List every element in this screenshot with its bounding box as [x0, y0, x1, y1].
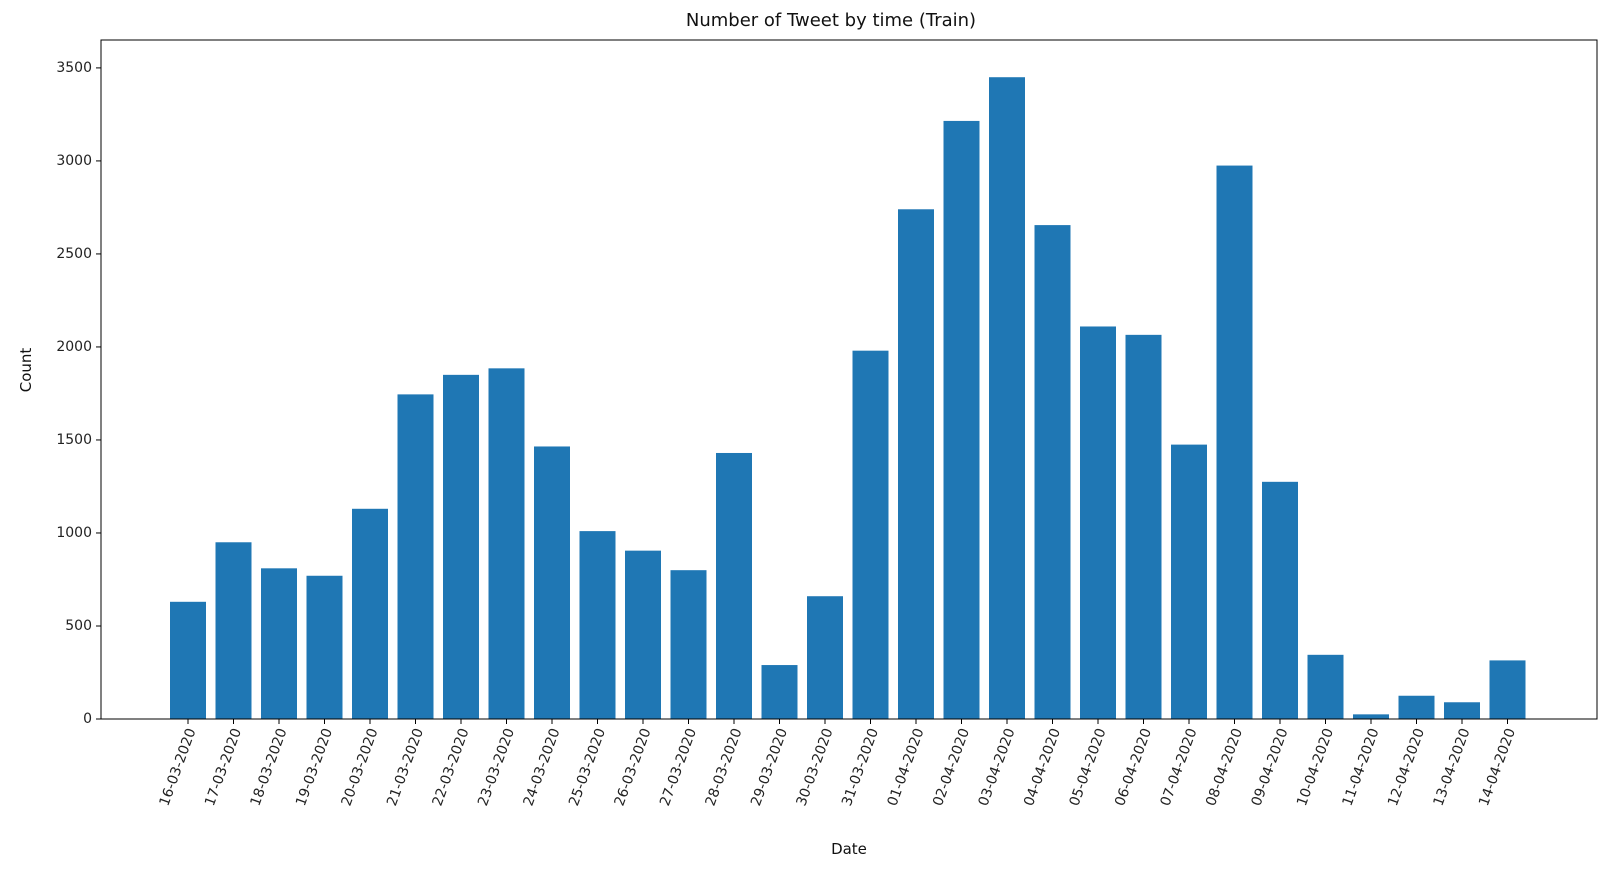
bar-14-04-2020 [1489, 660, 1526, 719]
x-tick-label: 22-03-2020 [430, 726, 473, 808]
bar-07-04-2020 [1171, 444, 1207, 719]
bar-10-04-2020 [1307, 654, 1344, 719]
bar-05-04-2020 [1080, 326, 1116, 719]
bar-02-04-2020 [943, 120, 980, 720]
x-tick-label: 08-04-2020 [1203, 726, 1246, 808]
x-tick-label: 06-04-2020 [1112, 726, 1155, 808]
bar-24-03-2020 [534, 446, 570, 719]
bar-27-03-2020 [670, 570, 707, 719]
bar-13-04-2020 [1444, 702, 1480, 719]
y-tick-label: 0 [83, 711, 92, 727]
bar-25-03-2020 [579, 531, 616, 719]
x-tick-label: 21-03-2020 [384, 726, 427, 808]
x-tick-label: 23-03-2020 [475, 726, 518, 808]
bar-20-03-2020 [352, 508, 388, 719]
x-tick-label: 18-03-2020 [248, 726, 291, 808]
x-tick-label: 13-04-2020 [1431, 726, 1474, 808]
bar-11-04-2020 [1353, 714, 1389, 719]
x-tick-label: 28-03-2020 [703, 726, 746, 808]
bar-08-04-2020 [1216, 165, 1253, 719]
x-tick-label: 09-04-2020 [1249, 726, 1292, 808]
bar-22-03-2020 [443, 374, 479, 719]
x-tick-label: 01-04-2020 [885, 726, 928, 808]
bar-23-03-2020 [488, 368, 525, 719]
bar-01-04-2020 [898, 209, 934, 719]
bar-16-03-2020 [170, 601, 206, 719]
x-axis-title: Date [831, 840, 867, 858]
x-tick-label: 24-03-2020 [521, 726, 564, 808]
x-tick-label: 02-04-2020 [930, 726, 973, 808]
x-tick-label: 27-03-2020 [657, 726, 700, 808]
y-axis-title: Count [17, 348, 35, 393]
x-tick-label: 14-04-2020 [1476, 726, 1519, 808]
x-tick-label: 12-04-2020 [1385, 726, 1428, 808]
x-tick-label: 25-03-2020 [566, 726, 609, 808]
bar-06-04-2020 [1125, 334, 1162, 719]
bars-group [170, 77, 1526, 720]
bar-12-04-2020 [1398, 695, 1435, 719]
x-tick-label: 31-03-2020 [839, 726, 882, 808]
y-tick-label: 1500 [56, 432, 92, 448]
bar-26-03-2020 [625, 550, 661, 719]
y-tick-label: 2000 [56, 339, 92, 355]
bar-03-04-2020 [989, 77, 1025, 719]
bar-21-03-2020 [397, 394, 434, 719]
y-axis: 0 500 1000 1500 2000 2500 3000 3500 [56, 60, 101, 727]
x-tick-label: 05-04-2020 [1067, 726, 1110, 808]
x-tick-label: 03-04-2020 [976, 726, 1019, 808]
bar-17-03-2020 [215, 542, 252, 719]
y-tick-label: 500 [65, 618, 92, 634]
y-tick-label: 2500 [56, 246, 92, 262]
x-tick-label: 26-03-2020 [612, 726, 655, 808]
y-tick-label: 1000 [56, 525, 92, 541]
y-tick-label: 3500 [56, 60, 92, 76]
x-tick-label: 20-03-2020 [339, 726, 382, 808]
x-tick-label: 07-04-2020 [1158, 726, 1201, 808]
x-tick-label: 10-04-2020 [1294, 726, 1337, 808]
bar-09-04-2020 [1262, 481, 1298, 719]
x-tick-label: 29-03-2020 [748, 726, 791, 808]
x-axis: 16-03-2020 17-03-2020 18-03-2020 19-03-2020… [157, 719, 1519, 808]
bar-29-03-2020 [761, 665, 798, 719]
bar-30-03-2020 [807, 596, 843, 719]
x-tick-label: 11-04-2020 [1340, 726, 1383, 808]
x-tick-label: 17-03-2020 [202, 726, 245, 808]
bar-04-04-2020 [1034, 225, 1071, 719]
x-tick-label: 16-03-2020 [157, 726, 200, 808]
chart-title: Number of Tweet by time (Train) [686, 10, 976, 31]
x-tick-label: 19-03-2020 [293, 726, 336, 808]
bar-18-03-2020 [261, 568, 297, 719]
x-tick-label: 04-04-2020 [1021, 726, 1064, 808]
bar-19-03-2020 [306, 575, 343, 719]
y-tick-label: 3000 [56, 153, 92, 169]
x-tick-label: 30-03-2020 [794, 726, 837, 808]
plot-frame [100, 39, 1598, 720]
bar-28-03-2020 [716, 452, 752, 719]
bar-31-03-2020 [852, 350, 889, 719]
